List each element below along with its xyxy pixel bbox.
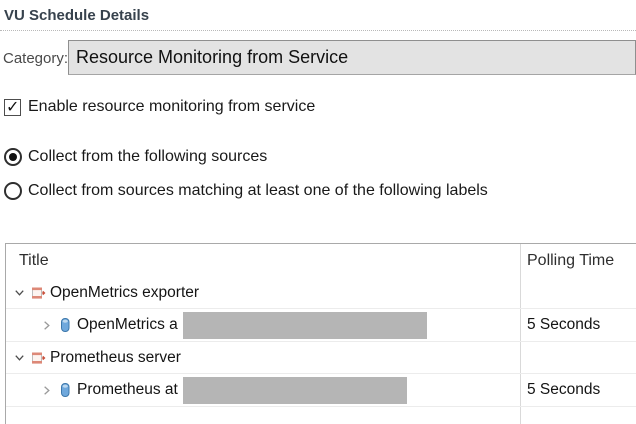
table-row[interactable]: Prometheus at 5 Seconds — [6, 374, 636, 407]
column-header-title[interactable]: Title — [19, 251, 49, 269]
chevron-right-icon[interactable] — [39, 318, 54, 333]
column-header-polling-time[interactable]: Polling Time — [527, 251, 615, 269]
polling-time-cell: 5 Seconds — [527, 316, 601, 333]
table-row[interactable]: OpenMetrics a 5 Seconds — [6, 309, 636, 342]
category-label: Category: — [3, 50, 69, 67]
row-title: OpenMetrics a — [77, 316, 178, 333]
page-title: VU Schedule Details — [4, 7, 150, 24]
collect-labels-label: Collect from sources matching at least o… — [28, 182, 488, 199]
source-group-icon — [30, 350, 46, 366]
counter-icon — [57, 382, 73, 398]
sources-table: Title Polling Time OpenMetrics exporter — [5, 243, 636, 424]
row-title: Prometheus server — [50, 348, 181, 366]
chevron-down-icon[interactable] — [12, 285, 27, 300]
table-row[interactable]: Prometheus server — [6, 342, 636, 374]
radio-dot-icon — [9, 153, 17, 161]
row-title: OpenMetrics exporter — [50, 283, 200, 301]
source-group-icon — [30, 285, 46, 301]
checkmark-icon: ✓ — [6, 98, 20, 116]
collect-sources-radio-row: Collect from the following sources — [4, 148, 267, 166]
redacted-region — [182, 311, 427, 339]
section-divider — [0, 30, 636, 31]
polling-time-cell: 5 Seconds — [527, 381, 601, 398]
chevron-down-icon[interactable] — [12, 350, 27, 365]
enable-monitoring-label: Enable resource monitoring from service — [28, 98, 316, 115]
redacted-region — [182, 376, 407, 404]
collect-sources-label: Collect from the following sources — [28, 148, 268, 165]
enable-monitoring-checkbox-row: ✓ Enable resource monitoring from servic… — [4, 98, 315, 116]
collect-sources-radio[interactable] — [4, 148, 22, 166]
collect-labels-radio-row: Collect from sources matching at least o… — [4, 182, 488, 200]
enable-monitoring-checkbox[interactable]: ✓ — [4, 98, 21, 116]
table-row-empty[interactable] — [6, 407, 636, 424]
collect-labels-radio[interactable] — [4, 182, 22, 200]
column-divider[interactable] — [520, 244, 521, 424]
table-header: Title Polling Time — [6, 244, 636, 277]
chevron-right-icon[interactable] — [39, 383, 54, 398]
category-field[interactable]: Resource Monitoring from Service — [68, 40, 636, 75]
table-row[interactable]: OpenMetrics exporter — [6, 277, 636, 309]
row-title: Prometheus at — [77, 381, 178, 398]
counter-icon — [57, 317, 73, 333]
